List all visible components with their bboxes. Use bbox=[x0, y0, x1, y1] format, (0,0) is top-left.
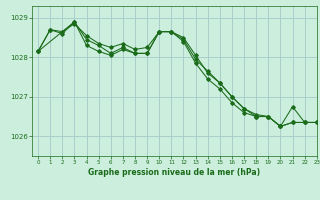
X-axis label: Graphe pression niveau de la mer (hPa): Graphe pression niveau de la mer (hPa) bbox=[88, 168, 260, 177]
